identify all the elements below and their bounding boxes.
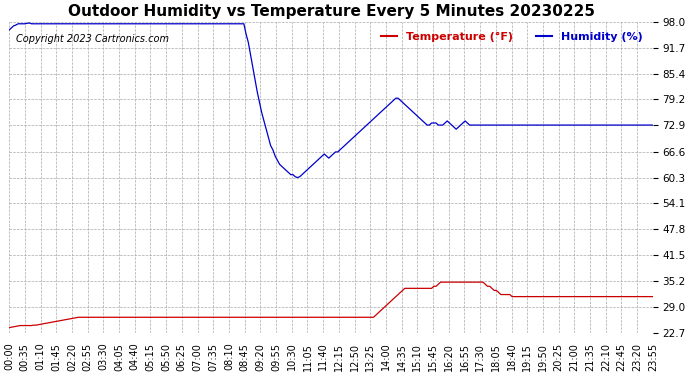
Title: Outdoor Humidity vs Temperature Every 5 Minutes 20230225: Outdoor Humidity vs Temperature Every 5 … (68, 4, 595, 19)
Legend: Temperature (°F), Humidity (%): Temperature (°F), Humidity (%) (376, 27, 647, 46)
Text: Copyright 2023 Cartronics.com: Copyright 2023 Cartronics.com (16, 34, 168, 44)
